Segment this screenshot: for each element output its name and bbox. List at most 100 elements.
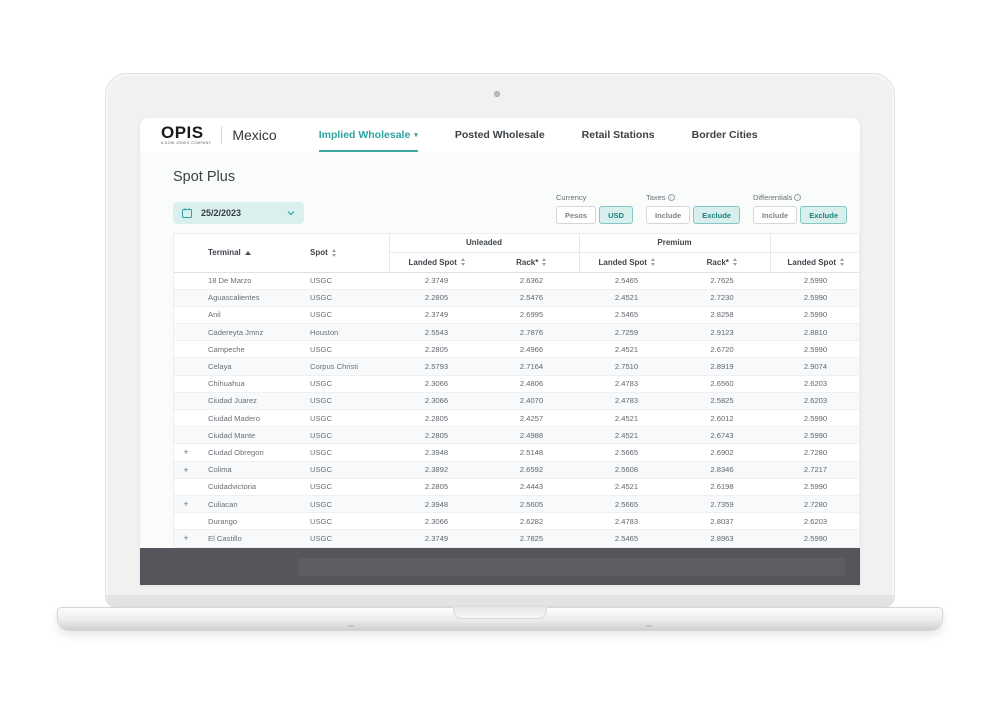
currency-usd-button[interactable]: USD [599, 206, 633, 224]
info-icon[interactable]: i [667, 194, 675, 201]
table-row[interactable]: Cadereyta Jmnz Houston 2.5543 2.7876 2.7… [174, 323, 859, 342]
unleaded-landed-spot-cell: 2.3948 [389, 443, 484, 462]
table-row[interactable]: + El Castillo USGC 2.3749 2.7825 2.5465 … [174, 529, 859, 548]
unleaded-rack-cell: 2.4257 [484, 409, 580, 428]
taxes-exclude-button[interactable]: Exclude [693, 206, 740, 224]
differentials-label: Differentials i [753, 193, 847, 202]
terminal-cell: Culiacan [198, 495, 304, 514]
table-row[interactable]: Ciudad Mante USGC 2.2805 2.4988 2.4521 2… [174, 426, 859, 445]
expand-row-button[interactable] [174, 512, 198, 531]
spot-cell: USGC [304, 340, 389, 359]
premium-landed-spot-cell: 2.5465 [579, 529, 675, 548]
laptop-base [57, 607, 943, 631]
table-row[interactable]: + Ciudad Obregon USGC 2.3948 2.5148 2.56… [174, 443, 859, 462]
table-row[interactable]: Aguascalientes USGC 2.2805 2.5476 2.4521… [174, 289, 859, 307]
unleaded-landed-spot-header[interactable]: Landed Spot [388, 252, 484, 273]
terminal-cell: Anil [198, 306, 304, 325]
tab-posted-wholesale[interactable]: Posted Wholesale [454, 129, 545, 141]
terminal-cell: Ciudad Obregon [198, 443, 304, 462]
unleaded-rack-cell: 2.5476 [484, 289, 580, 307]
unleaded-rack-cell: 2.7164 [484, 357, 580, 376]
table-row[interactable]: Chihuahua USGC 2.3066 2.4806 2.4783 2.65… [174, 375, 859, 393]
third-landed-spot-cell: 2.5990 [770, 426, 859, 445]
tab-border-cities[interactable]: Border Cities [691, 129, 758, 141]
table-row[interactable]: Ciudad Juarez USGC 2.3066 2.4070 2.4783 … [174, 392, 859, 411]
table-row[interactable]: Durango USGC 2.3066 2.6282 2.4783 2.8037… [174, 512, 859, 531]
table-row[interactable]: Ciudad Madero USGC 2.2805 2.4257 2.4521 … [174, 409, 859, 428]
date-picker[interactable]: 25/2/2023 [173, 202, 304, 224]
unleaded-landed-spot-cell: 2.2805 [389, 478, 484, 496]
expand-row-button[interactable] [174, 357, 198, 376]
currency-pesos-button[interactable]: Pesos [555, 206, 597, 224]
tab-retail-stations[interactable]: Retail Stations [581, 129, 655, 141]
premium-group-header: Premium [578, 234, 771, 253]
premium-landed-spot-cell: 2.4521 [579, 478, 675, 496]
page-title: Spot Plus [173, 169, 236, 185]
brand-region: Mexico [232, 127, 277, 143]
expand-row-button[interactable]: + [174, 529, 198, 548]
info-icon[interactable]: i [794, 194, 802, 201]
table-row[interactable]: Celaya Corpus Christi 2.5793 2.7164 2.75… [174, 357, 859, 376]
premium-rack-header[interactable]: Rack* [674, 252, 771, 273]
sort-icon [650, 258, 655, 266]
tab-implied-wholesale[interactable]: Implied Wholesale ▾ [318, 118, 418, 152]
expand-row-button[interactable] [174, 426, 198, 445]
unleaded-landed-spot-cell: 2.2805 [389, 409, 484, 428]
controls-row: 25/2/2023 Currency Pesos USD [173, 193, 860, 224]
differentials-exclude-button[interactable]: Exclude [800, 206, 847, 224]
terminal-cell: Ciudad Madero [198, 409, 304, 428]
premium-rack-cell: 2.8963 [674, 529, 771, 548]
unleaded-rack-header[interactable]: Rack* [484, 252, 580, 273]
terminal-cell: Colima [198, 461, 304, 479]
premium-rack-cell: 2.7625 [674, 272, 771, 290]
premium-landed-spot-header[interactable]: Landed Spot [578, 252, 675, 273]
third-landed-spot-cell: 2.5990 [770, 409, 859, 428]
taxes-include-button[interactable]: Include [645, 206, 691, 224]
expand-row-button[interactable] [174, 272, 198, 290]
expand-row-button[interactable] [174, 478, 198, 496]
expand-row-button[interactable] [174, 306, 198, 325]
expand-row-button[interactable]: + [174, 461, 198, 479]
unleaded-rack-cell: 2.6282 [484, 512, 580, 531]
premium-landed-spot-cell: 2.4521 [579, 409, 675, 428]
currency-toggle: Pesos USD [555, 206, 633, 224]
differentials-include-button[interactable]: Include [752, 206, 798, 224]
expand-row-button[interactable] [174, 392, 198, 411]
terminal-column-header[interactable]: Terminal [198, 234, 304, 273]
premium-landed-spot-cell: 2.4521 [579, 426, 675, 445]
table-row[interactable]: + Culiacan USGC 2.3948 2.5605 2.5665 2.7… [174, 495, 859, 514]
premium-rack-cell: 2.7230 [674, 289, 771, 307]
premium-rack-cell: 2.7359 [674, 495, 771, 514]
table-row[interactable]: 18 De Marzo USGC 2.3749 2.6362 2.5465 2.… [174, 272, 859, 290]
unleaded-rack-cell: 2.6995 [484, 306, 580, 325]
premium-landed-spot-cell: 2.4783 [579, 512, 675, 531]
expand-row-button[interactable] [174, 409, 198, 428]
unleaded-rack-cell: 2.4443 [484, 478, 580, 496]
spot-cell: USGC [304, 461, 389, 479]
table-row[interactable]: Campeche USGC 2.2805 2.4966 2.4521 2.672… [174, 340, 859, 359]
premium-rack-cell: 2.8919 [674, 357, 771, 376]
premium-rack-cell: 2.6012 [674, 409, 771, 428]
expand-row-button[interactable]: + [174, 495, 198, 514]
expand-row-button[interactable] [174, 289, 198, 307]
expand-row-button[interactable] [174, 375, 198, 393]
expand-row-button[interactable] [174, 340, 198, 359]
spot-cell: USGC [304, 289, 389, 307]
spot-column-header[interactable]: Spot [304, 234, 389, 273]
sort-icon [732, 258, 737, 266]
active-tab-underline [318, 150, 418, 152]
terminal-cell: Cuidadvictoria [198, 478, 304, 496]
unleaded-landed-spot-cell: 2.3066 [389, 392, 484, 411]
expand-row-button[interactable] [174, 323, 198, 342]
table-row[interactable]: + Colima USGC 2.3892 2.6592 2.5608 2.834… [174, 461, 859, 479]
expand-row-button[interactable]: + [174, 443, 198, 462]
laptop-foot [646, 625, 652, 627]
currency-label: Currency [555, 193, 587, 202]
calendar-icon [182, 208, 192, 218]
spot-plus-table: Terminal Spot Unleaded Premium [173, 233, 860, 564]
table-row[interactable]: Cuidadvictoria USGC 2.2805 2.4443 2.4521… [174, 478, 859, 496]
spot-cell: USGC [304, 512, 389, 531]
premium-rack-cell: 2.6560 [674, 375, 771, 393]
third-landed-spot-header[interactable]: Landed Spot [769, 252, 859, 273]
table-row[interactable]: Anil USGC 2.3749 2.6995 2.5465 2.8258 2.… [174, 306, 859, 325]
